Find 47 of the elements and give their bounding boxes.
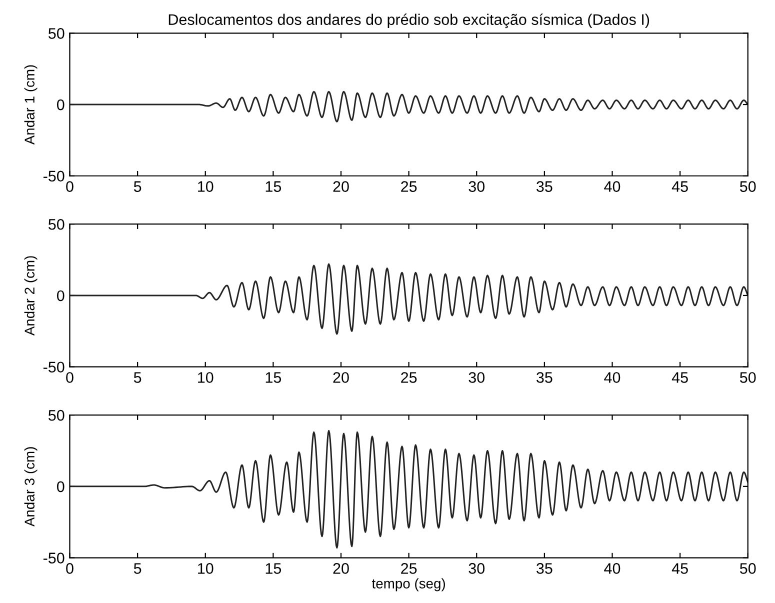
x-tick-label: 35 xyxy=(536,372,552,383)
x-tick-label: 5 xyxy=(134,372,142,383)
x-axis-title: tempo (seg) xyxy=(372,578,446,592)
y-axis-title: Andar 2 (cm) xyxy=(24,256,38,336)
x-tick-label: 20 xyxy=(333,181,349,192)
x-tick-label: 30 xyxy=(468,181,485,192)
y-tick-label: 0 xyxy=(56,99,64,110)
y-tick-label: -50 xyxy=(43,552,64,564)
x-tick-label: 25 xyxy=(401,563,417,574)
x-tick-label: 20 xyxy=(333,372,349,383)
y-tick-label: 50 xyxy=(48,28,64,39)
x-tick-label: 15 xyxy=(266,181,282,192)
x-tick-label: 50 xyxy=(740,563,756,574)
x-tick-label: 35 xyxy=(536,563,552,574)
x-tick-label: 0 xyxy=(66,372,74,383)
y-tick-label: 0 xyxy=(56,481,64,492)
x-tick-label: 40 xyxy=(604,181,620,192)
x-tick-label: 35 xyxy=(536,181,552,192)
x-tick-label: 10 xyxy=(198,563,214,574)
x-tick-label: 45 xyxy=(672,181,688,192)
y-axis-title: Andar 3 (cm) xyxy=(24,447,38,527)
y-tick-label: -50 xyxy=(43,170,64,182)
x-tick-label: 10 xyxy=(198,181,214,192)
x-tick-label: 50 xyxy=(740,181,756,192)
x-tick-label: 15 xyxy=(266,372,282,383)
x-tick-label: 25 xyxy=(401,372,417,383)
x-tick-label: 45 xyxy=(672,563,688,574)
x-tick-label: 5 xyxy=(134,563,142,574)
x-tick-label: 40 xyxy=(604,372,620,383)
x-tick-label: 20 xyxy=(333,563,349,574)
x-tick-label: 0 xyxy=(66,181,74,192)
x-tick-label: 40 xyxy=(604,563,620,574)
x-tick-label: 45 xyxy=(672,372,688,383)
y-tick-label: 0 xyxy=(56,290,64,302)
y-tick-label: -50 xyxy=(43,362,64,373)
y-tick-label: 50 xyxy=(48,218,64,230)
x-tick-label: 50 xyxy=(740,372,756,383)
x-tick-label: 0 xyxy=(66,563,74,574)
x-tick-label: 30 xyxy=(468,372,485,383)
x-tick-label: 10 xyxy=(198,372,214,383)
y-tick-label: 50 xyxy=(48,410,64,421)
x-tick-label: 5 xyxy=(134,181,142,192)
x-tick-label: 30 xyxy=(468,563,485,574)
chart-title: Deslocamentos dos andares do prédio sob excitação sísmica (Dados I) xyxy=(168,14,650,28)
y-axis-title: Andar 1 (cm) xyxy=(24,65,38,145)
x-tick-label: 25 xyxy=(401,181,417,192)
x-tick-label: 15 xyxy=(266,563,282,574)
